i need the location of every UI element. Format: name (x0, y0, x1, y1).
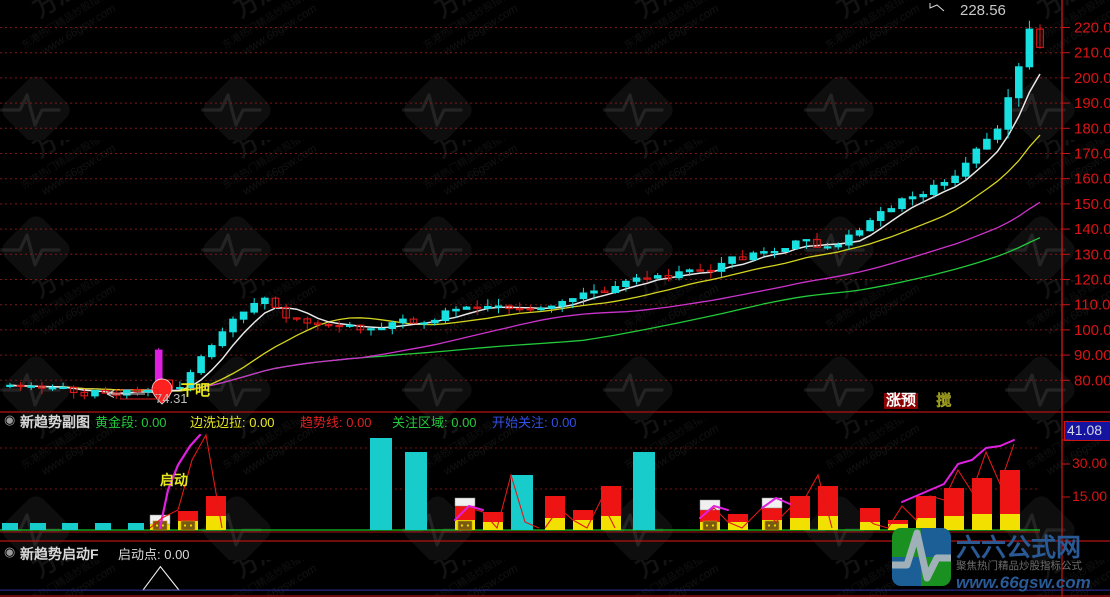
svg-text:190.0: 190.0 (1074, 95, 1110, 112)
svg-text:120.0: 120.0 (1074, 272, 1110, 289)
svg-text:启动: 启动 (160, 472, 188, 488)
svg-text:160.0: 160.0 (1074, 171, 1110, 188)
svg-text:90.00: 90.00 (1074, 347, 1110, 364)
svg-text:210.0: 210.0 (1074, 45, 1110, 62)
svg-text:150.0: 150.0 (1074, 196, 1110, 213)
svg-text:80.00: 80.00 (1074, 372, 1110, 389)
svg-text:130.0: 130.0 (1074, 246, 1110, 263)
svg-text:200.0: 200.0 (1074, 70, 1110, 87)
svg-text:110.0: 110.0 (1074, 297, 1110, 314)
svg-text:180.0: 180.0 (1074, 120, 1110, 137)
svg-text:140.0: 140.0 (1074, 221, 1110, 238)
svg-text:220.0: 220.0 (1074, 20, 1110, 37)
svg-text:170.0: 170.0 (1074, 146, 1110, 163)
svg-text:100.0: 100.0 (1074, 322, 1110, 339)
